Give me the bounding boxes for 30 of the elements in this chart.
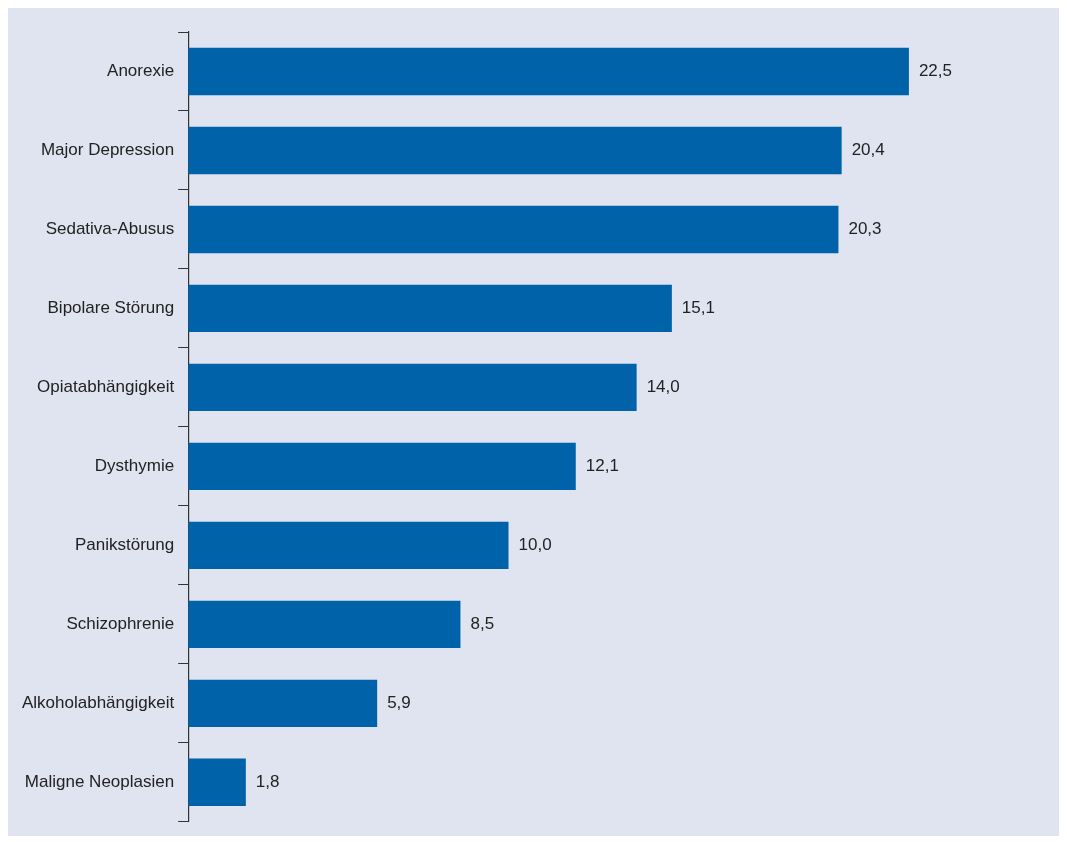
- data-label: 10,0: [518, 535, 552, 555]
- data-label: 20,3: [848, 219, 882, 239]
- bar: [188, 679, 378, 728]
- data-label: 15,1: [681, 298, 715, 318]
- bar: [188, 758, 246, 806]
- data-label: 20,4: [851, 140, 885, 160]
- y-tick-label: Alkoholabhängigkeit: [22, 693, 175, 713]
- bar: [188, 442, 576, 491]
- y-tick-label: Sedativa-Abusus: [45, 219, 175, 239]
- bar: [188, 600, 461, 649]
- data-label: 14,0: [646, 377, 680, 397]
- y-tick-label: Dysthymie: [94, 456, 175, 476]
- data-label: 8,5: [470, 614, 495, 634]
- bar: [188, 521, 509, 570]
- y-tick-label: Schizophrenie: [66, 614, 175, 634]
- bar: [188, 126, 842, 175]
- y-tick-label: Maligne Neoplasien: [24, 772, 175, 791]
- data-label: 5,9: [387, 693, 411, 713]
- y-tick-label: Panikstörung: [74, 535, 175, 555]
- y-tick-label: Bipolare Störung: [47, 298, 175, 318]
- bar: [188, 205, 839, 254]
- data-label: 1,8: [255, 772, 280, 791]
- bar: [188, 47, 909, 96]
- data-label: 22,5: [918, 61, 953, 81]
- data-label: 12,1: [585, 456, 619, 476]
- bar: [188, 284, 672, 333]
- y-tick-label: Opiatabhängigkeit: [37, 377, 175, 397]
- bar: [188, 363, 637, 412]
- y-tick-label: Major Depression: [40, 140, 175, 160]
- y-tick-label: Anorexie: [107, 61, 175, 81]
